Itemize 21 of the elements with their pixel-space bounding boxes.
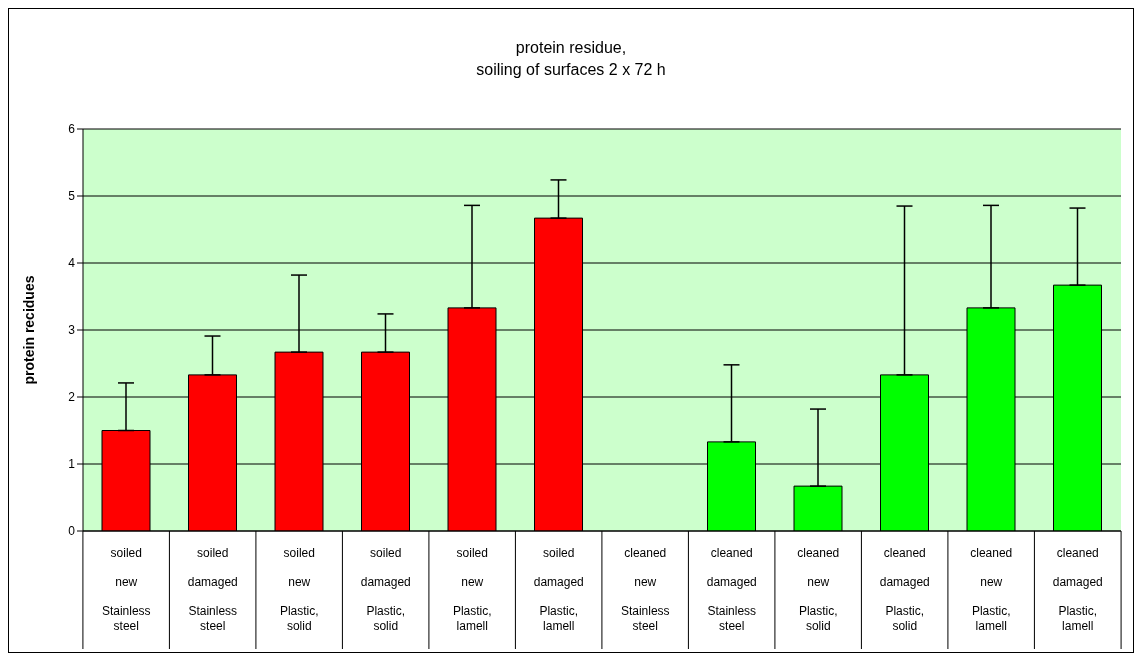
category-label: cleaned new Plastic, lamell [970,546,1013,633]
category-label: soiled new Plastic, lamell [452,546,492,633]
y-tick-label: 6 [68,122,76,137]
y-tick-label: 2 [68,390,76,405]
y-axis-title: protein recidues [20,275,37,385]
category-label: cleaned damaged Plastic, solid [879,546,930,633]
y-tick-label: 4 [68,256,76,271]
chart-title: protein residue, soiling of surfaces 2 x 72 h [475,38,667,80]
category-label: cleaned new Stainless steel [620,546,670,633]
category-label: soiled new Stainless steel [101,546,151,633]
y-tick-label: 1 [68,457,76,472]
y-tick-label: 5 [68,189,76,204]
y-tick-label: 0 [68,524,76,539]
category-label: soiled damaged Plastic, solid [360,546,411,633]
category-label: cleaned damaged Plastic, lamell [1052,546,1103,633]
category-label: soiled new Plastic, solid [279,546,319,633]
category-label: cleaned new Plastic, solid [797,546,840,633]
y-tick-label: 3 [68,323,76,338]
category-label: cleaned damaged Stainless steel [706,546,757,633]
category-label: soiled damaged Stainless steel [187,546,238,633]
category-label: soiled damaged Plastic, lamell [533,546,584,633]
